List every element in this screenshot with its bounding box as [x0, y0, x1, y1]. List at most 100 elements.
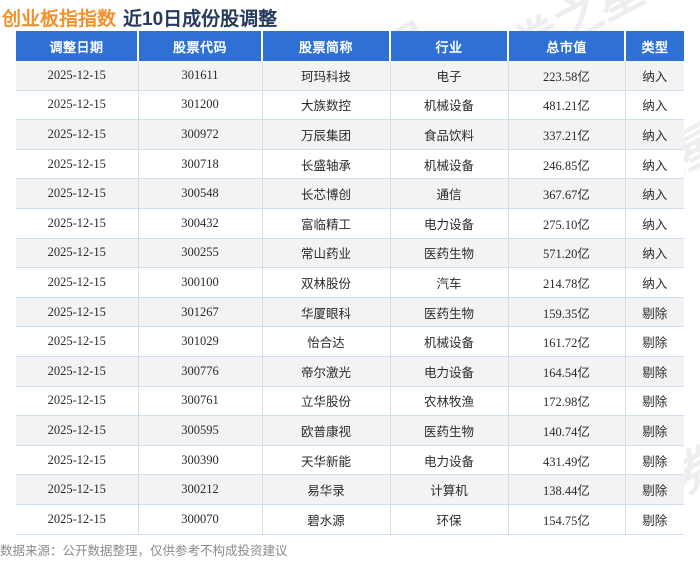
cell-type: 纳入	[625, 149, 684, 180]
cell-name: 富临精工	[262, 208, 391, 239]
column-header-name[interactable]: 股票简称	[262, 31, 391, 61]
column-header-market-cap[interactable]: 总市值	[508, 31, 626, 61]
cell-industry: 机械设备	[390, 326, 509, 357]
table-row[interactable]: 2025-12-15 300070 碧水源 环保 154.75亿 剔除	[16, 504, 684, 535]
table-row[interactable]: 2025-12-15 300548 长芯博创 通信 367.67亿 纳入	[16, 178, 684, 209]
cell-type: 纳入	[625, 208, 684, 239]
cell-market-cap: 571.20亿	[508, 238, 626, 269]
cell-code: 300212	[138, 474, 263, 505]
cell-market-cap: 161.72亿	[508, 326, 626, 357]
cell-code: 301200	[138, 90, 263, 121]
cell-code: 301611	[138, 61, 263, 91]
table-row[interactable]: 2025-12-15 300255 常山药业 医药生物 571.20亿 纳入	[16, 238, 684, 269]
cell-industry: 汽车	[390, 267, 509, 298]
column-header-date[interactable]: 调整日期	[16, 31, 139, 61]
cell-code: 300718	[138, 149, 263, 180]
cell-name: 华厦眼科	[262, 297, 391, 328]
cell-market-cap: 154.75亿	[508, 504, 626, 535]
cell-code: 300776	[138, 356, 263, 387]
cell-industry: 医药生物	[390, 415, 509, 446]
cell-name: 易华录	[262, 474, 391, 505]
cell-name: 天华新能	[262, 445, 391, 476]
cell-market-cap: 481.21亿	[508, 90, 626, 121]
adjustment-table: 调整日期 股票代码 股票简称 行业 总市值 类型 2025-12-15 30161…	[16, 31, 684, 535]
cell-date: 2025-12-15	[16, 90, 139, 121]
cell-code: 300255	[138, 238, 263, 269]
cell-name: 碧水源	[262, 504, 391, 535]
table-header-row: 调整日期 股票代码 股票简称 行业 总市值 类型	[16, 31, 684, 61]
cell-date: 2025-12-15	[16, 326, 139, 357]
data-source-note: 数据来源：公开数据整理，仅供参考不构成投资建议	[0, 544, 288, 558]
table-row[interactable]: 2025-12-15 300212 易华录 计算机 138.44亿 剔除	[16, 474, 684, 505]
table-row[interactable]: 2025-12-15 300390 天华新能 电力设备 431.49亿 剔除	[16, 445, 684, 476]
cell-code: 300595	[138, 415, 263, 446]
cell-market-cap: 159.35亿	[508, 297, 626, 328]
column-header-type[interactable]: 类型	[625, 31, 684, 61]
cell-industry: 机械设备	[390, 149, 509, 180]
cell-name: 立华股份	[262, 386, 391, 417]
cell-industry: 机械设备	[390, 90, 509, 121]
adjustment-table-container: 调整日期 股票代码 股票简称 行业 总市值 类型 2025-12-15 30161…	[16, 31, 684, 535]
cell-date: 2025-12-15	[16, 504, 139, 535]
cell-type: 剔除	[625, 356, 684, 387]
cell-name: 双林股份	[262, 267, 391, 298]
table-header: 调整日期 股票代码 股票简称 行业 总市值 类型	[16, 31, 684, 61]
cell-type: 剔除	[625, 326, 684, 357]
cell-market-cap: 172.98亿	[508, 386, 626, 417]
cell-date: 2025-12-15	[16, 474, 139, 505]
cell-name: 帝尔激光	[262, 356, 391, 387]
cell-industry: 电力设备	[390, 445, 509, 476]
cell-industry: 电力设备	[390, 208, 509, 239]
cell-type: 剔除	[625, 415, 684, 446]
index-name-label: 创业板指指数	[2, 9, 117, 30]
cell-date: 2025-12-15	[16, 386, 139, 417]
cell-type: 剔除	[625, 297, 684, 328]
table-row[interactable]: 2025-12-15 301200 大族数控 机械设备 481.21亿 纳入	[16, 90, 684, 121]
cell-industry: 食品饮料	[390, 119, 509, 150]
table-row[interactable]: 2025-12-15 301267 华厦眼科 医药生物 159.35亿 剔除	[16, 297, 684, 328]
table-row[interactable]: 2025-12-15 301029 怡合达 机械设备 161.72亿 剔除	[16, 326, 684, 357]
cell-name: 常山药业	[262, 238, 391, 269]
cell-industry: 医药生物	[390, 238, 509, 269]
table-row[interactable]: 2025-12-15 300776 帝尔激光 电力设备 164.54亿 剔除	[16, 356, 684, 387]
cell-industry: 环保	[390, 504, 509, 535]
cell-type: 剔除	[625, 445, 684, 476]
cell-type: 剔除	[625, 504, 684, 535]
table-row[interactable]: 2025-12-15 300761 立华股份 农林牧渔 172.98亿 剔除	[16, 386, 684, 417]
cell-market-cap: 214.78亿	[508, 267, 626, 298]
cell-type: 纳入	[625, 119, 684, 150]
table-row[interactable]: 2025-12-15 300718 长盛轴承 机械设备 246.85亿 纳入	[16, 149, 684, 180]
cell-market-cap: 164.54亿	[508, 356, 626, 387]
cell-date: 2025-12-15	[16, 356, 139, 387]
cell-type: 纳入	[625, 238, 684, 269]
column-header-industry[interactable]: 行业	[390, 31, 509, 61]
cell-code: 300972	[138, 119, 263, 150]
cell-type: 纳入	[625, 178, 684, 209]
cell-code: 300432	[138, 208, 263, 239]
cell-date: 2025-12-15	[16, 267, 139, 298]
table-row[interactable]: 2025-12-15 300432 富临精工 电力设备 275.10亿 纳入	[16, 208, 684, 239]
cell-date: 2025-12-15	[16, 119, 139, 150]
cell-name: 长盛轴承	[262, 149, 391, 180]
table-row[interactable]: 2025-12-15 301611 珂玛科技 电子 223.58亿 纳入	[16, 61, 684, 91]
table-body: 2025-12-15 301611 珂玛科技 电子 223.58亿 纳入 2025-12-1…	[16, 61, 684, 535]
cell-code: 300548	[138, 178, 263, 209]
cell-market-cap: 223.58亿	[508, 61, 626, 91]
cell-code: 300761	[138, 386, 263, 417]
cell-name: 长芯博创	[262, 178, 391, 209]
table-row[interactable]: 2025-12-15 300100 双林股份 汽车 214.78亿 纳入	[16, 267, 684, 298]
cell-name: 珂玛科技	[262, 61, 391, 91]
cell-name: 万辰集团	[262, 119, 391, 150]
cell-code: 301029	[138, 326, 263, 357]
cell-name: 大族数控	[262, 90, 391, 121]
cell-date: 2025-12-15	[16, 61, 139, 91]
cell-industry: 计算机	[390, 474, 509, 505]
table-row[interactable]: 2025-12-15 300972 万辰集团 食品饮料 337.21亿 纳入	[16, 119, 684, 150]
column-header-code[interactable]: 股票代码	[138, 31, 263, 61]
cell-industry: 医药生物	[390, 297, 509, 328]
cell-industry: 电力设备	[390, 356, 509, 387]
cell-type: 剔除	[625, 386, 684, 417]
page-subtitle-label: 近10日成份股调整	[123, 9, 278, 30]
table-row[interactable]: 2025-12-15 300595 欧普康视 医药生物 140.74亿 剔除	[16, 415, 684, 446]
cell-market-cap: 246.85亿	[508, 149, 626, 180]
